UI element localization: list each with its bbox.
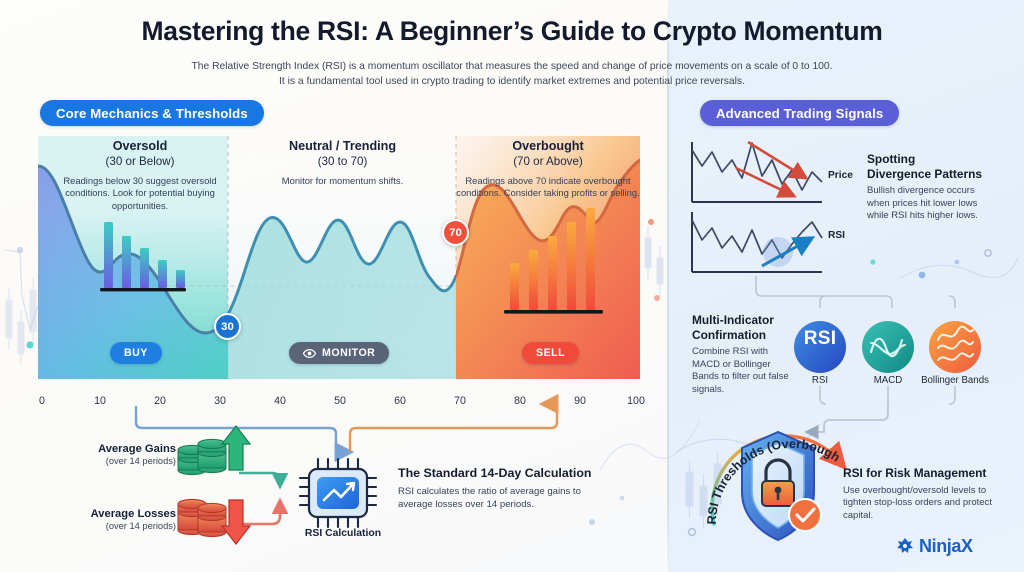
axis-tick-label-100: 100 — [627, 395, 645, 407]
action-badge-monitor[interactable]: MONITOR — [289, 342, 390, 364]
axis-tick-label-60: 60 — [394, 395, 406, 407]
zone-heading-overbought: Overbought (70 or Above) Readings above … — [452, 138, 644, 200]
page-header: Mastering the RSI: A Beginner’s Guide to… — [0, 0, 1024, 89]
zone-description-neutral: Monitor for momentum shifts. — [281, 175, 404, 186]
rsi-scale-axis: 0 10 20 30 40 50 60 70 80 90 100 — [38, 379, 645, 413]
axis-tick-label-0: 0 — [39, 395, 45, 407]
page-title: Mastering the RSI: A Beginner’s Guide to… — [141, 16, 883, 46]
oversold-momentum-bars — [100, 222, 186, 292]
axis-tick-label-90: 90 — [574, 395, 586, 407]
zone-heading-oversold: Oversold (30 or Below) Readings below 30… — [44, 138, 236, 212]
rsi-zone-chart: Oversold (30 or Below) Readings below 30… — [38, 136, 640, 379]
axis-tick-label-70: 70 — [454, 395, 466, 407]
brand-logo: NinjaX — [895, 536, 973, 557]
standard-calculation-heading: The Standard 14-Day Calculation — [398, 466, 592, 480]
multi-indicator-heading-line-1: Multi-Indicator — [692, 313, 774, 327]
axis-tick-label-20: 20 — [154, 395, 166, 407]
rsi-series-label: RSI — [828, 230, 845, 241]
buy-badge-label: BUY — [124, 347, 148, 359]
ninja-mark-icon — [897, 537, 913, 553]
standard-calculation-body: RSI calculates the ratio of average gain… — [398, 486, 581, 510]
risk-management-heading: RSI for Risk Management — [843, 466, 987, 480]
indicator-caption-bollinger: Bollinger Bands — [921, 375, 989, 386]
average-gains-label: Average Gains (over 14 periods) — [66, 443, 176, 466]
standard-calculation-block: The Standard 14-Day Calculation RSI calc… — [398, 466, 613, 511]
zone-title-oversold: Oversold — [112, 139, 168, 153]
average-losses-title: Average Losses — [90, 508, 176, 520]
risk-management-text-block: RSI for Risk Management Use overbought/o… — [843, 466, 1011, 522]
threshold-marker-30: 30 — [214, 313, 241, 340]
overbought-momentum-bars — [504, 208, 603, 314]
average-gains-title: Average Gains — [98, 443, 176, 455]
zone-range-neutral: (30 to 70) — [317, 155, 368, 168]
average-losses-subtitle: (over 14 periods) — [105, 521, 176, 531]
brand-name: NinjaX — [919, 536, 973, 556]
section-pill-core-mechanics: Core Mechanics & Thresholds — [40, 100, 264, 126]
axis-ticks — [39, 379, 641, 391]
rsi-circle-badge-text: RSI — [803, 328, 837, 349]
divergence-heading-line-2: Divergence Patterns — [867, 166, 982, 181]
rsi-line-segment-overbought — [456, 158, 640, 278]
divergence-heading-line-1: Spotting — [867, 152, 916, 166]
indicator-caption-rsi: RSI — [811, 375, 829, 386]
zone-title-overbought: Overbought — [512, 139, 584, 153]
page-subtitle-line-1: The Relative Strength Index (RSI) is a m… — [191, 61, 833, 72]
zone-description-overbought: Readings above 70 indicate overbought co… — [456, 175, 640, 199]
divergence-body: Bullish divergence occurs when prices hi… — [867, 185, 978, 222]
zone-description-oversold: Readings below 30 suggest oversold condi… — [63, 175, 217, 211]
price-series-label: Price — [828, 170, 853, 181]
sell-badge-label: SELL — [536, 347, 566, 359]
axis-tick-label-40: 40 — [274, 395, 286, 407]
rsi-line-segment-neutral — [228, 216, 456, 318]
divergence-text-block: Spotting Divergence Patterns Bullish div… — [867, 152, 997, 223]
average-losses-label: Average Losses (over 14 periods) — [66, 508, 176, 531]
multi-indicator-body: Combine RSI with MACD or Bollinger Bands… — [692, 346, 789, 395]
axis-tick-label-50: 50 — [334, 395, 346, 407]
zone-heading-neutral: Neutral / Trending (30 to 70) Monitor fo… — [240, 138, 445, 187]
risk-management-body: Use overbought/oversold levels to tighte… — [843, 484, 992, 521]
indicator-caption-macd: MACD — [873, 375, 903, 386]
section-pill-advanced-signals: Advanced Trading Signals — [700, 100, 900, 126]
zone-title-neutral: Neutral / Trending — [288, 139, 397, 153]
panel-divider — [667, 0, 669, 572]
axis-tick-label-30: 30 — [214, 395, 226, 407]
page-subtitle-line-2: It is a fundamental tool used in crypto … — [279, 76, 745, 87]
zone-range-oversold: (30 or Below) — [105, 155, 175, 168]
action-badge-sell[interactable]: SELL — [522, 342, 580, 364]
page-subtitle: The Relative Strength Index (RSI) is a m… — [0, 59, 1024, 89]
rsi-calculation-caption: RSI Calculation — [304, 528, 382, 539]
rsi-chart-svg — [38, 136, 640, 379]
action-badge-buy[interactable]: BUY — [110, 342, 162, 364]
zone-range-overbought: (70 or Above) — [513, 155, 583, 168]
average-gains-subtitle: (over 14 periods) — [105, 456, 176, 466]
monitor-badge-label: MONITOR — [322, 347, 376, 359]
eye-icon — [303, 348, 316, 358]
axis-tick-label-80: 80 — [514, 395, 526, 407]
multi-indicator-text-block: Multi-Indicator Confirmation Combine RSI… — [692, 313, 798, 396]
axis-tick-label-10: 10 — [94, 395, 106, 407]
threshold-marker-70: 70 — [442, 219, 469, 246]
multi-indicator-heading-line-2: Confirmation — [692, 327, 766, 342]
